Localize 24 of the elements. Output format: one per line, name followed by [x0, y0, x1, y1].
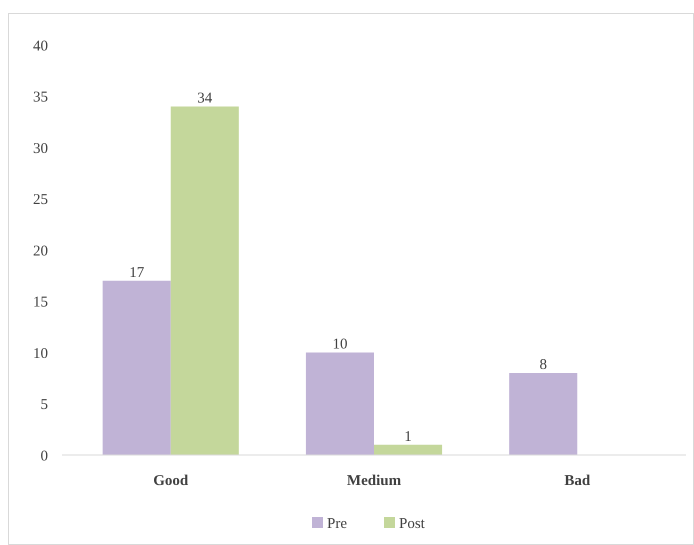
- data-label: 10: [332, 336, 348, 352]
- y-tick-label: 5: [40, 397, 48, 413]
- y-tick-label: 40: [33, 38, 48, 54]
- data-label: 34: [197, 90, 213, 106]
- bar: [170, 106, 239, 455]
- legend-label: Pre: [327, 516, 348, 532]
- legend-label: Post: [399, 516, 426, 532]
- x-tick-label: Medium: [346, 473, 402, 489]
- y-tick-label: 30: [33, 140, 48, 157]
- y-tick-label: 20: [33, 243, 48, 260]
- bar: [102, 280, 171, 455]
- y-tick-label: 10: [33, 346, 48, 362]
- bar: [374, 444, 442, 455]
- y-tick-label: 25: [33, 192, 48, 208]
- x-tick-label: Good: [153, 473, 189, 489]
- y-tick-label: 0: [40, 448, 48, 464]
- y-tick-label: 35: [33, 90, 48, 106]
- bar: [509, 373, 578, 455]
- data-label: 17: [129, 264, 145, 281]
- bar: [306, 352, 374, 455]
- data-label: 1: [404, 428, 412, 445]
- y-tick-label: 15: [33, 294, 48, 310]
- x-tick-label: Bad: [564, 473, 591, 489]
- data-label: 8: [539, 357, 547, 373]
